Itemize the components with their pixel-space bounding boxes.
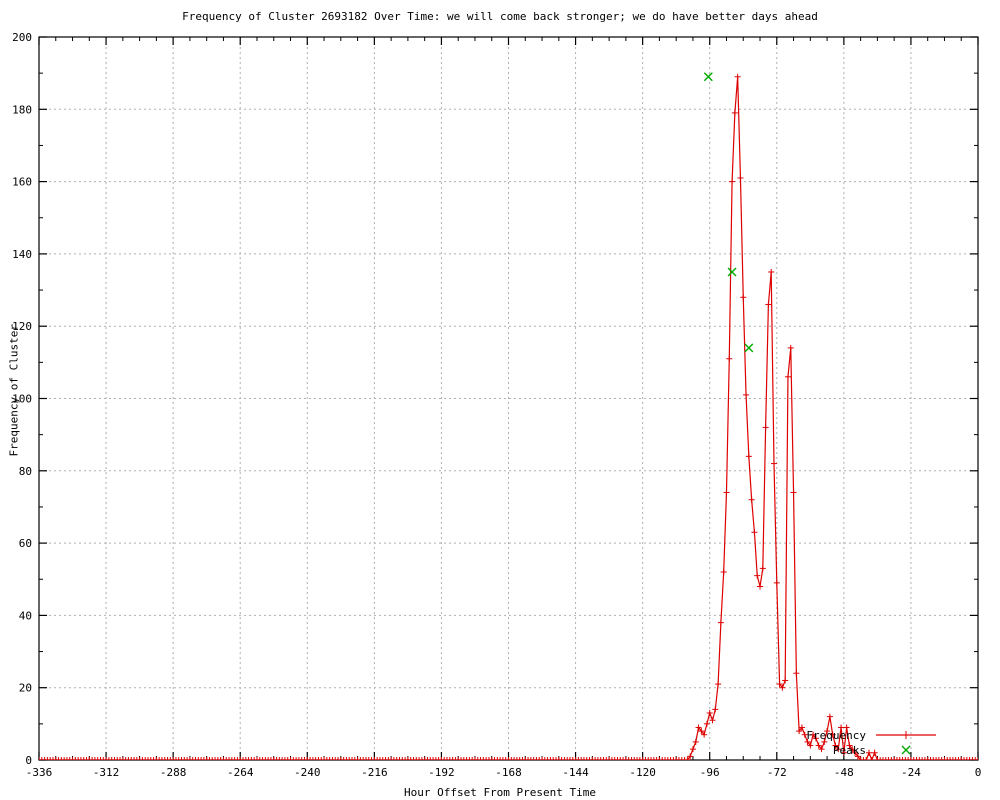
- svg-text:0: 0: [975, 766, 982, 779]
- series-frequency: [39, 73, 978, 760]
- svg-text:20: 20: [19, 682, 32, 695]
- svg-text:0: 0: [25, 754, 32, 767]
- data-series: [39, 72, 978, 760]
- svg-text:160: 160: [12, 176, 32, 189]
- svg-text:140: 140: [12, 248, 32, 261]
- grid-lines: [39, 37, 978, 760]
- legend-swatch-peaks: [901, 745, 911, 755]
- svg-text:-336: -336: [26, 766, 53, 779]
- y-axis-label: Frequency of Cluster: [7, 324, 21, 457]
- legend-label-peaks: Peaks: [833, 744, 866, 757]
- svg-text:-216: -216: [361, 766, 388, 779]
- svg-text:80: 80: [19, 465, 32, 478]
- svg-text:-72: -72: [767, 766, 787, 779]
- svg-text:100: 100: [12, 393, 32, 406]
- svg-text:-24: -24: [901, 766, 921, 779]
- svg-text:-264: -264: [227, 766, 254, 779]
- chart-title: Frequency of Cluster 2693182 Over Time: …: [182, 10, 818, 23]
- svg-text:40: 40: [19, 609, 32, 622]
- svg-text:-192: -192: [428, 766, 455, 779]
- svg-text:-240: -240: [294, 766, 321, 779]
- svg-text:180: 180: [12, 103, 32, 116]
- chart-legend: Frequency Peaks: [806, 729, 936, 757]
- svg-text:-48: -48: [834, 766, 854, 779]
- svg-text:-120: -120: [629, 766, 656, 779]
- tick-labels: 0 20 40 60 80 100 120 140 160 180 200 -336 -312 -288 -…: [12, 31, 981, 779]
- svg-text:-288: -288: [160, 766, 187, 779]
- x-axis-label: Hour Offset From Present Time: [403, 786, 597, 799]
- svg-text:-144: -144: [562, 766, 589, 779]
- legend-label-frequency: Frequency: [806, 729, 866, 742]
- svg-text:120: 120: [12, 320, 32, 333]
- svg-text:-168: -168: [495, 766, 522, 779]
- svg-text:200: 200: [12, 31, 32, 44]
- svg-text:-312: -312: [93, 766, 120, 779]
- svg-text:-96: -96: [700, 766, 720, 779]
- svg-text:60: 60: [19, 537, 32, 550]
- series-peaks: [703, 72, 754, 353]
- legend-swatch-frequency: [876, 731, 936, 739]
